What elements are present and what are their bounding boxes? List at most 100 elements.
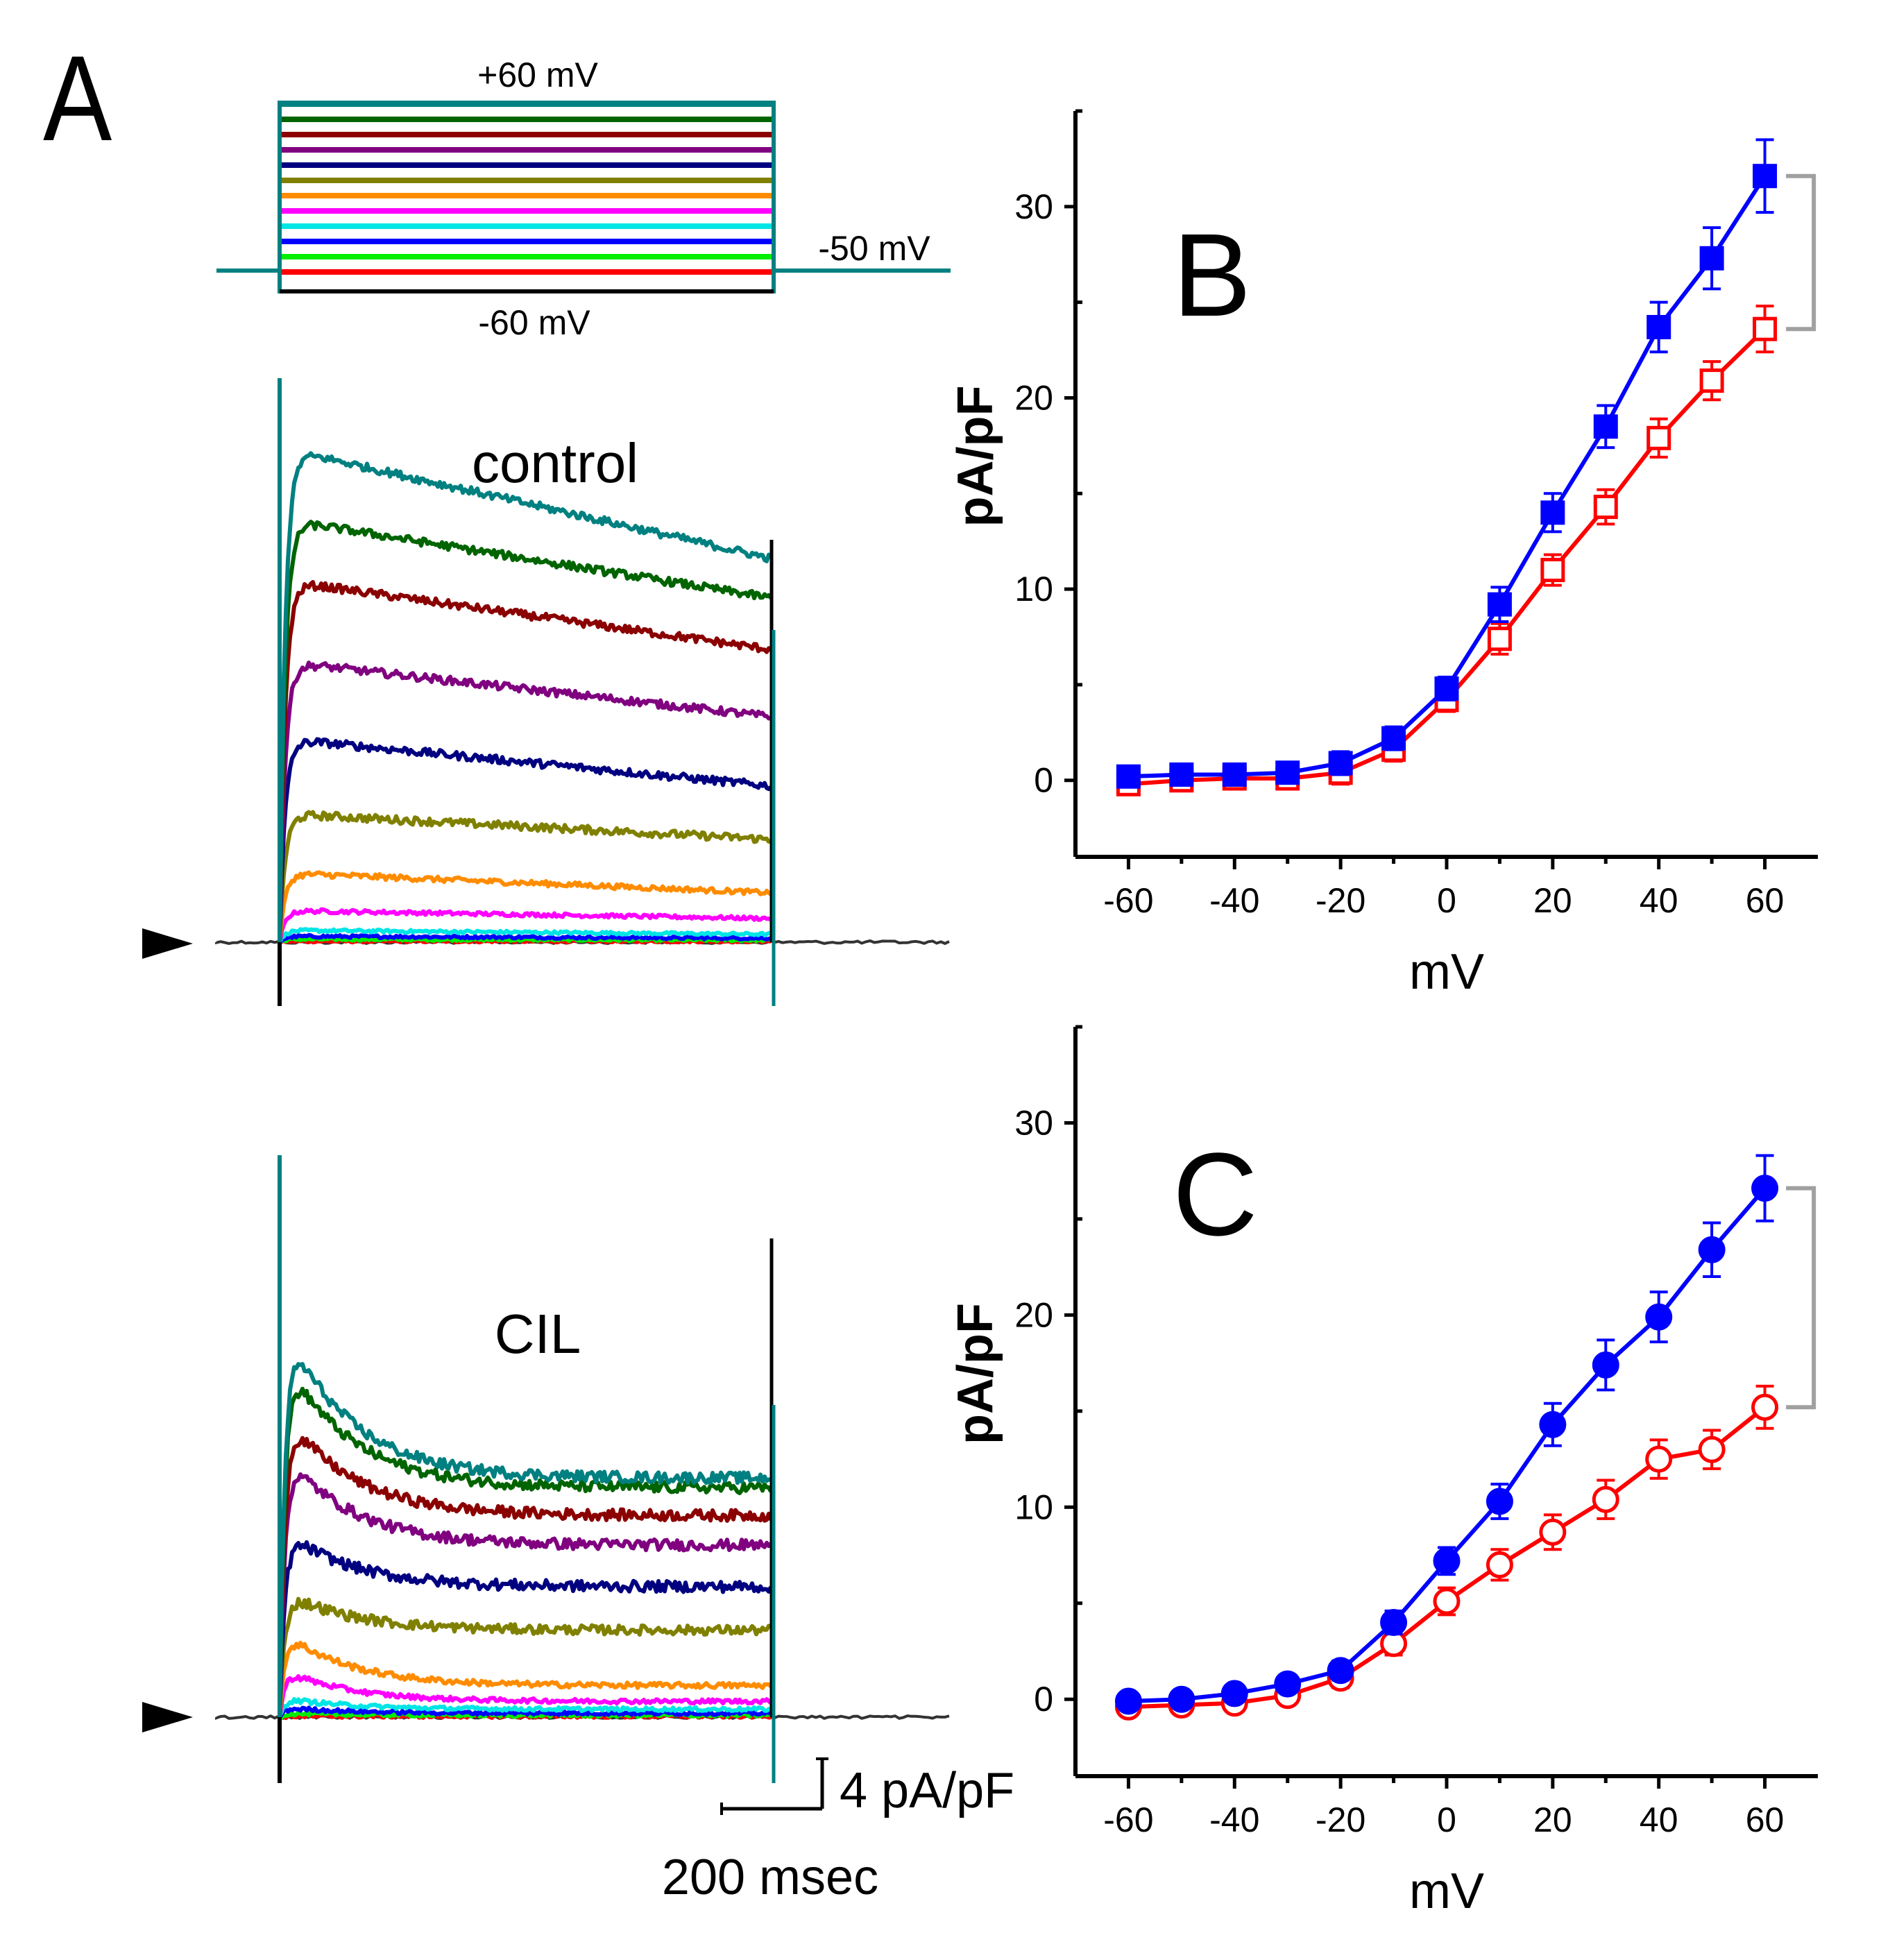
plot-b-point-cil [1699, 368, 1724, 393]
plot-c-y-tick-label: 0 [1034, 1680, 1053, 1719]
plot-b-line-cil [1128, 327, 1767, 787]
scale-bar-y-label: 4 pA/pF [840, 1763, 1014, 1818]
plot-c-x-tick-label: -60 [1103, 1800, 1153, 1839]
traces-control-trace-5 [278, 870, 772, 941]
traces-control-trace-1 [278, 936, 772, 944]
plot-b-point-control [1275, 760, 1300, 785]
traces-cil-trace-2 [278, 1705, 772, 1719]
panel-label-c: C [1173, 1129, 1258, 1261]
iv-plot-c: 0 10 20 30 -60 -40 -20 0 20 40 60 mV pA/pF [948, 1025, 1818, 1919]
plot-c-point-control [1220, 1680, 1248, 1707]
plot-c-x-label: mV [1409, 1864, 1484, 1919]
plot-c-point-cil [1645, 1445, 1673, 1473]
panel-label-a: A [43, 31, 112, 167]
plot-b-point-control [1381, 726, 1406, 751]
cil-traces [215, 1155, 950, 1783]
plot-b-point-control [1222, 762, 1247, 787]
plot-c-x-tick-label: 20 [1533, 1800, 1572, 1839]
plot-b-point-cil [1646, 425, 1671, 450]
plot-c-point-control [1539, 1411, 1567, 1438]
traces-cil-trace-4 [278, 1674, 773, 1718]
traces-cil-trace-9 [278, 1435, 773, 1716]
plot-b-significance-bracket [1786, 173, 1816, 332]
protocol-top-label: +60 mV [477, 56, 598, 94]
traces-cil-trace-6 [278, 1596, 772, 1716]
plot-c-y-label: pA/pF [948, 1303, 1003, 1445]
traces-control-trace-2 [278, 932, 772, 944]
plot-b-point-control [1593, 414, 1618, 439]
plot-c-y-tick-label: 30 [1014, 1103, 1053, 1142]
traces-control-trace-4 [278, 907, 772, 944]
plot-b-point-control [1699, 246, 1724, 271]
plot-b-point-control [1487, 592, 1512, 617]
traces-cil-trace-11 [278, 1362, 772, 1717]
traces-control-trace-9 [278, 580, 773, 942]
traces-control-trace-10 [278, 520, 773, 944]
plot-c-point-control [1114, 1687, 1142, 1715]
plot-c-point-control [1698, 1236, 1726, 1263]
plot-c-point-control [1751, 1175, 1779, 1202]
plot-c-x-tick-label: 40 [1640, 1800, 1678, 1839]
iv-plot-b: 0 10 20 30 -60 -40 -20 0 20 40 60 mV pA/pF [948, 109, 1818, 1000]
plot-b-point-control [1540, 500, 1565, 525]
plot-c-point-control [1486, 1488, 1513, 1515]
plot-b-point-control [1328, 751, 1353, 776]
traces-control-trace-11 [278, 451, 772, 942]
plot-c-x-tick-label: 60 [1746, 1800, 1785, 1839]
plot-b-y-tick-label: 10 [1014, 570, 1053, 608]
plot-c-significance-bracket [1786, 1186, 1816, 1410]
plot-b-x-tick-label: -20 [1316, 881, 1365, 920]
plot-b-x-tick-label: 40 [1640, 881, 1678, 920]
plot-b-x-tick-label: -40 [1209, 881, 1259, 920]
control-traces [215, 378, 950, 1006]
plot-c-point-control [1433, 1547, 1461, 1575]
plot-c-line-control [1128, 1186, 1767, 1703]
control-label: control [472, 432, 638, 494]
baseline-arrow-cil [142, 1702, 193, 1732]
plot-b-x-tick-label: -60 [1103, 881, 1153, 920]
plot-b-point-control [1116, 764, 1141, 789]
plot-b-point-control [1169, 762, 1194, 787]
traces-cil-trace-7 [278, 1540, 773, 1717]
traces-cil-trace-5 [278, 1640, 773, 1718]
plot-c-point-cil [1433, 1587, 1461, 1615]
plot-b-point-cil [1753, 316, 1778, 341]
voltage-protocol [216, 101, 951, 293]
plot-c-point-cil [1698, 1435, 1726, 1463]
plot-c-point-control [1645, 1303, 1673, 1331]
plot-c-x-tick-label: -40 [1209, 1800, 1259, 1839]
baseline-arrow-control [142, 928, 193, 959]
plot-c-point-cil [1592, 1485, 1619, 1513]
plot-c-point-control [1327, 1657, 1354, 1685]
plot-c-y-tick-label: 10 [1014, 1488, 1053, 1526]
traces-cil-trace-3 [278, 1697, 772, 1717]
traces-control-trace-6 [278, 810, 772, 941]
plot-b-y-tick-label: 0 [1034, 761, 1053, 800]
protocol-holding-label: -50 mV [818, 229, 930, 268]
plot-b-x-label: mV [1409, 944, 1484, 1000]
protocol-bottom-label: -60 mV [478, 303, 590, 342]
traces-control-trace-3 [278, 927, 772, 944]
traces-cil-trace-8 [278, 1472, 773, 1716]
plot-b-point-cil [1593, 495, 1618, 520]
plot-c-point-cil [1751, 1393, 1779, 1421]
plot-c-x-tick-label: 0 [1437, 1800, 1456, 1839]
scale-bar [720, 1757, 828, 1815]
traces-control-trace-7 [278, 737, 773, 944]
plot-b-point-cil [1487, 627, 1512, 651]
cil-label: CIL [495, 1303, 581, 1365]
plot-b-x-tick-label: 20 [1533, 881, 1572, 920]
plot-b-x-tick-label: 60 [1746, 881, 1785, 920]
plot-b-point-cil [1540, 558, 1565, 583]
plot-b-point-control [1646, 314, 1671, 339]
plot-b-point-control [1753, 164, 1778, 189]
plot-c-point-control [1380, 1608, 1408, 1636]
plot-c-point-control [1592, 1351, 1619, 1379]
plot-c-x-tick-label: -20 [1316, 1800, 1365, 1839]
plot-b-point-control [1434, 676, 1459, 701]
plot-b-y-tick-label: 20 [1014, 378, 1053, 417]
plot-c-y-tick-label: 20 [1014, 1295, 1053, 1334]
scale-bar-x-label: 200 msec [662, 1850, 878, 1905]
plot-c-point-cil [1539, 1518, 1567, 1546]
